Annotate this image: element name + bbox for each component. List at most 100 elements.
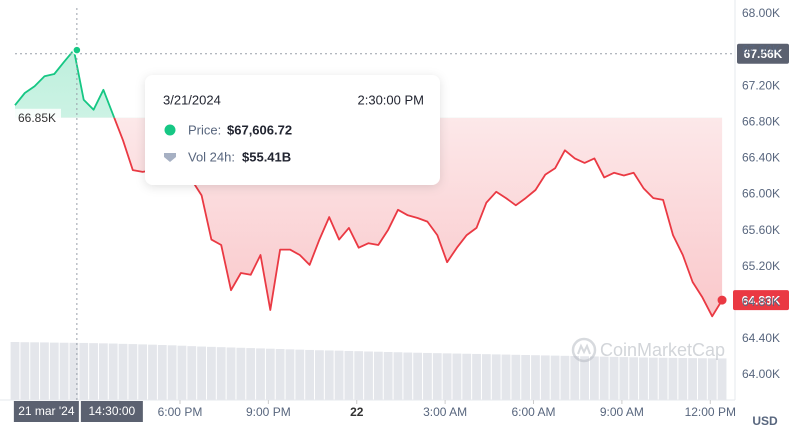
crosshair-x-label: 14:30:00 [89, 404, 136, 418]
y-tick-label: 68.00K [742, 6, 780, 20]
volume-bar [423, 352, 432, 400]
volume-bar [589, 356, 599, 400]
volume-bar [658, 357, 668, 400]
x-tick-label: 22 [350, 405, 364, 419]
volume-bar [364, 351, 373, 400]
volume-bar [393, 352, 403, 400]
crosshair-date: 21 mar '24 [18, 404, 75, 418]
volume-bar [69, 342, 79, 400]
volume-bar [187, 346, 197, 400]
volume-bar [383, 352, 393, 400]
crosshair-date-tag [13, 401, 79, 422]
volume-bar [324, 350, 334, 400]
volume-bar [285, 349, 295, 400]
volume-bar [599, 356, 609, 400]
volume-bar [511, 354, 521, 400]
volume-bar [639, 357, 648, 400]
crosshair-y-tag [737, 43, 789, 64]
tooltip-box [145, 75, 440, 185]
volume-bar [442, 353, 452, 400]
volume-bar [540, 355, 550, 400]
volume-bar [10, 342, 20, 400]
x-tick-label: 3:00 AM [423, 405, 467, 419]
x-tick-label: 6:00 AM [511, 405, 555, 419]
last-price-label: 64.83K [742, 293, 781, 307]
last-point [717, 295, 727, 305]
baseline-label: 66.85K [18, 111, 56, 125]
currency-label: USD [752, 414, 778, 428]
volume-bar [403, 352, 413, 400]
volume-bar [256, 348, 265, 400]
volume-bar [40, 342, 49, 400]
tooltip-volume: $55.41B [242, 149, 291, 164]
volume-bar [707, 358, 717, 400]
volume-bar [698, 358, 707, 400]
volume-bar [157, 344, 167, 400]
tooltip-volume-icon [164, 153, 176, 162]
volume-bar [265, 348, 275, 400]
y-tick-label: 64.00K [742, 367, 780, 381]
volume-bar [59, 342, 69, 400]
volume-bar [413, 352, 423, 400]
crosshair-y-label: 67.56K [744, 47, 783, 61]
volume-bar [501, 354, 511, 400]
volume-bar [717, 358, 727, 400]
tooltip-price-label: Price: [188, 122, 221, 137]
volume-bar [491, 354, 501, 400]
volume-bar [207, 346, 216, 400]
volume-bar [98, 343, 108, 400]
x-tick-label: 12:00 PM [685, 405, 736, 419]
volume-bar [128, 344, 138, 400]
volume-bar [373, 351, 383, 400]
tooltip-price: $67,606.72 [227, 122, 292, 137]
volume-bar [481, 354, 491, 400]
volume-bar [20, 342, 30, 400]
y-tick-label: 64.40K [742, 331, 780, 345]
volume-bar [167, 345, 177, 400]
crosshair-x-tag [80, 401, 143, 422]
volume-bar [432, 353, 442, 400]
volume-bar [334, 350, 344, 400]
volume-bar [30, 342, 40, 400]
volume-bar [688, 358, 697, 400]
area-above [15, 50, 723, 118]
y-tick-label: 65.60K [742, 223, 780, 237]
volume-bar [79, 342, 89, 400]
volume-bar [246, 348, 256, 400]
volume-bar [177, 345, 187, 400]
volume-bar [521, 355, 531, 400]
y-tick-label: 66.80K [742, 114, 780, 128]
volume-bar [570, 356, 580, 400]
overlay: 66.85K 67.56K 64.83K [13, 8, 789, 400]
tooltip-volume-label: Vol 24h: [188, 149, 235, 164]
volume-bar [550, 355, 560, 400]
volume-bar [648, 357, 658, 400]
volume-bar [226, 347, 236, 400]
x-tick-label: 9:00 PM [246, 405, 291, 419]
volume-bar [678, 357, 688, 400]
y-tick-label: 66.40K [742, 151, 780, 165]
volume-bar [89, 343, 98, 400]
y-tick-label: 64.80K [742, 295, 780, 309]
baseline-tag [13, 108, 61, 127]
volume-bar [344, 350, 354, 400]
x-tick-label: 9:00 AM [600, 405, 644, 419]
last-price-tag [733, 290, 789, 311]
volume-bar [118, 343, 128, 400]
volume-bar [452, 353, 462, 400]
tooltip: 3/21/2024 2:30:00 PM Price: $67,606.72 V… [145, 75, 440, 185]
volume-bar [216, 347, 226, 400]
volume-bar [148, 344, 157, 400]
volume-bar [108, 343, 118, 400]
volume-bar [609, 356, 619, 400]
watermark: CoinMarketCap [571, 337, 725, 363]
volume-bar [354, 351, 364, 400]
volume-bar [236, 347, 246, 400]
volume-bar [138, 344, 148, 400]
y-tick-label: 66.00K [742, 187, 780, 201]
volume-bar [629, 357, 639, 400]
volume-bar [49, 342, 59, 400]
watermark-text: CoinMarketCap [600, 340, 725, 360]
volume-bar [315, 350, 324, 400]
